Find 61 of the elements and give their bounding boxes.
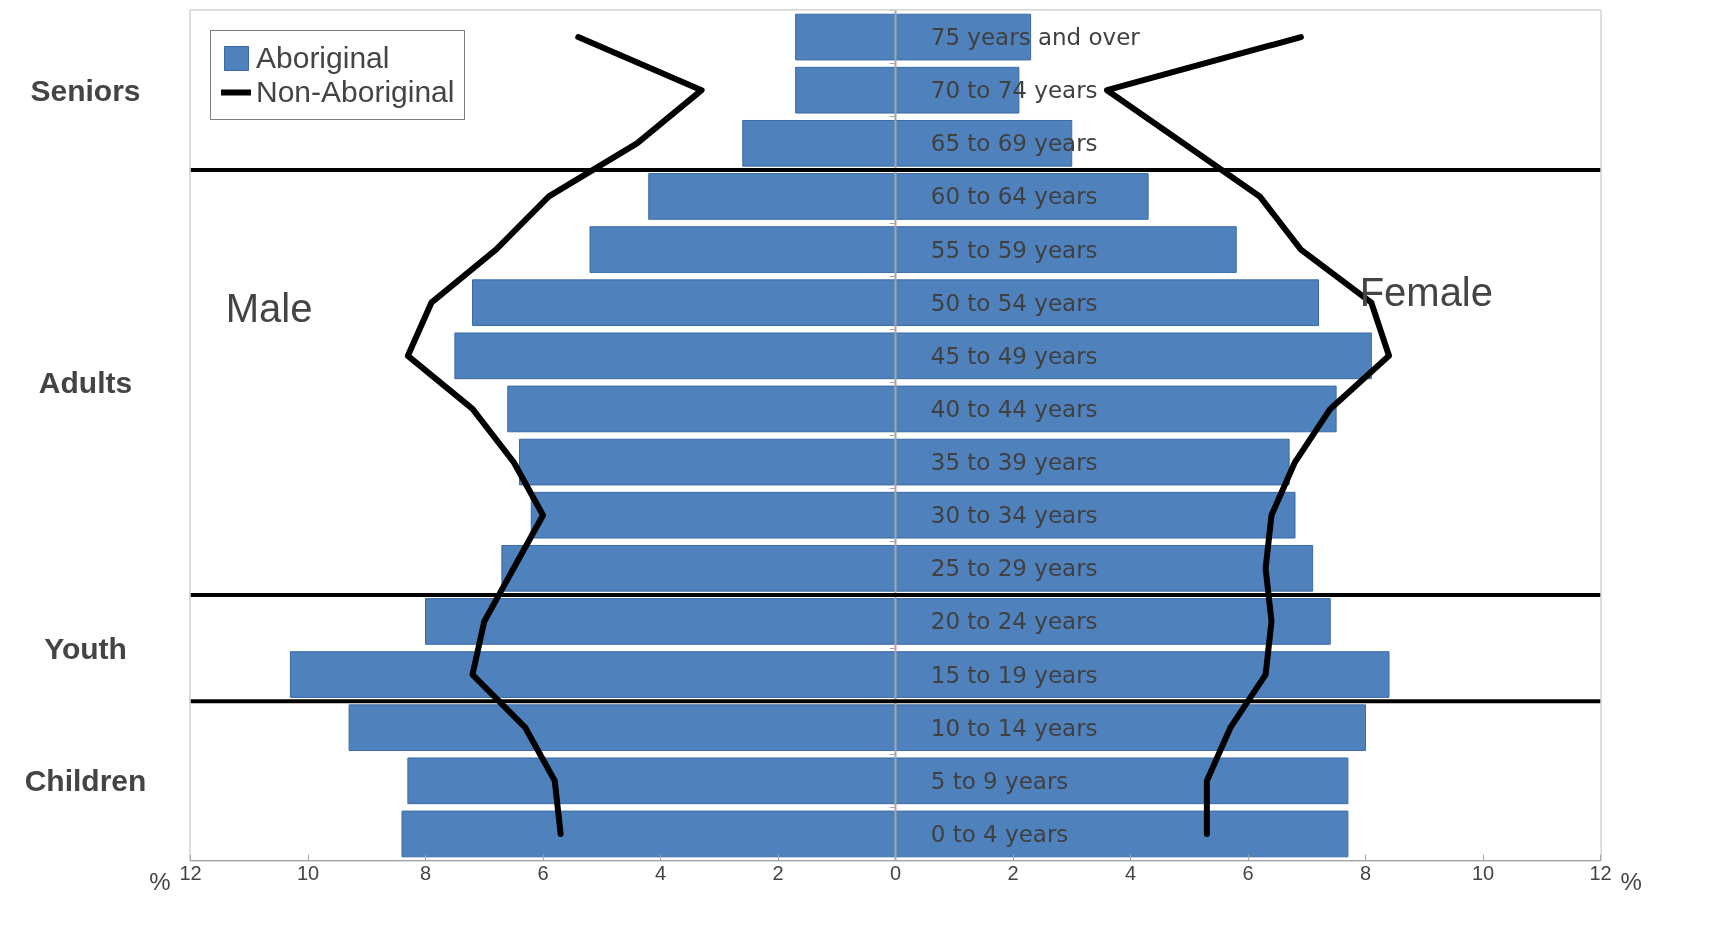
bar	[795, 13, 896, 61]
bar	[895, 491, 1296, 539]
legend-label: Aboriginal	[256, 41, 390, 75]
bar	[454, 332, 896, 380]
x-tick-label: 6	[1242, 861, 1254, 884]
bar	[895, 438, 1290, 486]
x-tick-label: 2	[1007, 861, 1019, 884]
bar	[507, 385, 896, 433]
bar	[895, 757, 1349, 805]
y-tick-label: 0 to 4 years	[930, 820, 1069, 847]
band-label: Adults	[38, 365, 133, 399]
bar	[742, 119, 896, 167]
y-tick-label: 40 to 44 years	[930, 395, 1098, 422]
bar	[895, 279, 1319, 327]
bar	[895, 226, 1237, 273]
x-tick-label: 12	[179, 861, 202, 884]
bar	[895, 385, 1337, 433]
x-tick-label: 4	[1124, 861, 1137, 884]
x-tick-label: 8	[419, 861, 432, 884]
bar	[895, 173, 1149, 220]
bar	[501, 544, 896, 592]
x-tick-label: 8	[1359, 861, 1372, 884]
y-tick-label: 5 to 9 years	[930, 767, 1069, 794]
x-tick-label: 10	[1471, 861, 1495, 884]
bar	[407, 757, 896, 805]
x-tick-label: 2	[772, 861, 784, 884]
y-tick-label: 30 to 34 years	[930, 502, 1098, 529]
y-tick-label: 35 to 39 years	[930, 449, 1098, 476]
y-tick-label: 75 years and over	[930, 24, 1141, 51]
y-tick-label: 55 to 59 years	[930, 236, 1098, 263]
bar	[530, 491, 896, 539]
y-tick-label: 15 to 19 years	[930, 661, 1098, 688]
x-tick-label: 10	[296, 861, 320, 884]
bar	[895, 598, 1331, 645]
bar	[895, 810, 1349, 858]
legend-label: Non-Aboriginal	[256, 75, 455, 109]
x-tick-label: 4	[654, 861, 667, 884]
bar	[589, 226, 896, 273]
bar	[519, 438, 896, 486]
y-tick-label: 50 to 54 years	[930, 289, 1098, 316]
bar	[648, 173, 896, 220]
y-tick-label: 45 to 49 years	[930, 342, 1098, 369]
bar	[472, 279, 896, 327]
bar	[401, 810, 896, 858]
bar	[795, 66, 896, 114]
band-label: Seniors	[30, 73, 141, 107]
x-tick-label: 6	[537, 861, 549, 884]
y-tick-label: 20 to 24 years	[930, 608, 1098, 635]
x-tick-label: 0	[889, 861, 902, 884]
x-tick-label: 12	[1589, 861, 1612, 884]
band-label: Youth	[44, 631, 127, 665]
annotation: Female	[1359, 270, 1494, 315]
bar	[895, 544, 1314, 592]
y-tick-label: 10 to 14 years	[930, 714, 1098, 741]
band-label: Children	[24, 764, 147, 798]
annotation: Male	[225, 286, 313, 330]
text: %	[149, 867, 171, 895]
bar	[895, 332, 1372, 380]
y-tick-label: 25 to 29 years	[930, 555, 1098, 582]
y-tick-label: 60 to 64 years	[930, 183, 1098, 210]
text: %	[1620, 867, 1642, 895]
